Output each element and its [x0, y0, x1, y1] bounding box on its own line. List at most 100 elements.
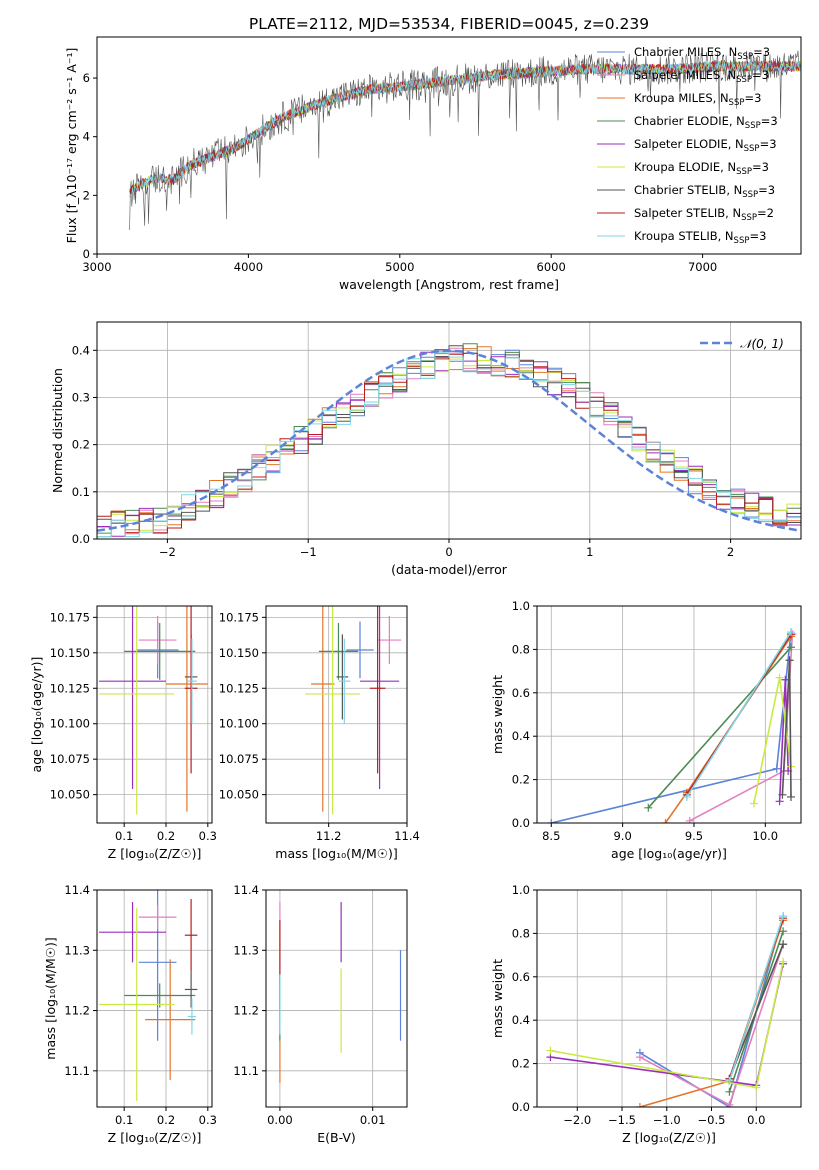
axes-frame — [96, 889, 213, 1108]
weight-marker — [775, 673, 784, 682]
panel-massweight_vs_age: 8.5 9.0 9.5 10.0 0.0 0.2 0.4 0.6 0.8 1.0 age [log₁… — [490, 599, 802, 861]
y-tick-label: 0.4 — [512, 1013, 530, 1027]
x-tick-label: 11.4 — [394, 829, 420, 843]
plot-area — [547, 628, 797, 823]
y-tick-label: 0.0 — [512, 1100, 530, 1114]
x-tick-label: 0.2 — [157, 829, 175, 843]
weight-marker — [785, 656, 794, 665]
weight-line — [728, 944, 784, 1080]
weight-marker — [787, 643, 796, 652]
y-axis-label: mass weight — [490, 959, 505, 1038]
plot-area — [279, 902, 402, 1083]
x-tick-label: 0.3 — [199, 1113, 217, 1127]
panel-massweight_vs_Z: −2.0 −1.5 −1.0 −0.5 0.0 0.0 0.2 0.4 0.6 0.8 1.0 Z [… — [490, 883, 802, 1145]
legend-name: Kroupa MILES, N — [634, 91, 729, 105]
x-tick-label: 11.2 — [316, 829, 342, 843]
y-tick-label: 0.0 — [72, 532, 90, 546]
legend-suffix: =3 — [752, 68, 769, 82]
panel-mass_vs_ebv: 0.00 0.01 11.1 11.2 11.3 11.4 E(B-V) — [233, 883, 408, 1145]
x-tick-label: 1 — [586, 545, 593, 559]
y-tick-label: 11.2 — [233, 1004, 259, 1018]
axes-frame — [96, 36, 802, 255]
weight-marker — [772, 764, 781, 773]
weight-line — [728, 915, 784, 1082]
panel-age_vs_mass: 11.2 11.4 10.050 10.075 10.100 10.125 10.150 10… — [219, 605, 420, 861]
x-tick-label: 0.1 — [115, 1113, 133, 1127]
panel-mass_vs_Z: 0.1 0.2 0.3 11.1 11.2 11.3 11.4 Z [log₁₀(Z/Z☉)]… — [43, 883, 217, 1145]
x-tick-label: −2.0 — [563, 1113, 591, 1127]
plot-area — [546, 912, 788, 1107]
weight-marker — [787, 792, 796, 801]
legend-subscript: SSP — [737, 52, 753, 62]
x-axis-label: E(B-V) — [317, 1130, 356, 1145]
weight-marker — [749, 799, 758, 808]
weight-marker — [775, 797, 784, 806]
histogram-step — [97, 352, 801, 539]
y-tick-label: 11.1 — [64, 1064, 90, 1078]
x-tick-label: 0.3 — [199, 829, 217, 843]
plot-area — [97, 343, 801, 539]
weight-marker — [644, 803, 653, 812]
legend-entry: Chabrier STELIB, NSSP=3 — [634, 183, 775, 200]
y-tick-label: 0.2 — [72, 438, 90, 452]
axes-frame — [536, 889, 802, 1108]
y-axis-label: mass weight — [490, 675, 505, 754]
legend-entry: 𝒩(0, 1) — [740, 337, 784, 351]
y-axis-label: mass [log₁₀(M/M☉)] — [43, 937, 58, 1059]
x-tick-label: −1 — [300, 545, 317, 559]
legend-name: Chabrier STELIB, N — [634, 183, 742, 197]
weight-marker — [725, 1076, 734, 1085]
x-tick-label: −1.5 — [608, 1113, 636, 1127]
axes-frame — [265, 889, 408, 1108]
weight-marker — [779, 912, 788, 921]
weight-marker — [661, 819, 670, 823]
x-axis-label: Z [log₁₀(Z/Z☉)] — [108, 1130, 202, 1145]
y-tick-label: 0.2 — [512, 773, 530, 787]
y-tick-label: 0.4 — [72, 343, 90, 357]
y-tick-label: 0.8 — [512, 642, 530, 656]
legend-subscript: SSP — [742, 190, 758, 200]
x-tick-label: −1.0 — [653, 1113, 681, 1127]
weight-marker — [546, 1046, 555, 1055]
x-tick-label: 10.0 — [753, 829, 779, 843]
y-tick-label: 11.4 — [64, 883, 90, 897]
x-tick-label: 8.5 — [542, 829, 560, 843]
x-tick-label: 0.01 — [360, 1113, 386, 1127]
y-tick-label: 0.6 — [512, 970, 530, 984]
y-tick-label: 1.0 — [512, 883, 530, 897]
panel-residual_hist: −2 −1 0 1 2 0.0 0.1 0.2 0.3 0.4 (data-model)/error… — [50, 321, 802, 577]
legend-entry: Chabrier ELODIE, NSSP=3 — [634, 114, 778, 131]
legend-subscript: SSP — [741, 213, 757, 223]
y-tick-label: 1.0 — [512, 599, 530, 613]
y-tick-label: 0.4 — [512, 729, 530, 743]
x-axis-label: Z [log₁₀(Z/Z☉)] — [108, 846, 202, 861]
legend-subscript: SSP — [729, 98, 745, 108]
legend-name: Chabrier ELODIE, N — [634, 114, 745, 128]
axes-frame — [96, 605, 213, 824]
y-tick-label: 10.150 — [50, 646, 90, 660]
legend-subscript: SSP — [736, 167, 752, 177]
x-tick-label: 0 — [445, 545, 452, 559]
y-tick-label: 10.150 — [219, 646, 259, 660]
x-tick-label: 5000 — [385, 260, 414, 274]
axes-frame — [265, 605, 408, 824]
legend-suffix: =3 — [744, 91, 761, 105]
panel-age_vs_Z: 0.1 0.2 0.3 10.050 10.075 10.100 10.125 10.150 1… — [29, 605, 217, 861]
weight-marker — [787, 628, 796, 637]
plot-area — [129, 50, 801, 231]
legend-name: Salpeter ELODIE, N — [634, 137, 744, 151]
weight-marker — [685, 816, 694, 823]
legend-name: Salpeter MILES, N — [634, 68, 736, 82]
weight-marker — [779, 940, 788, 949]
plot-area — [305, 606, 402, 815]
weight-marker — [778, 790, 787, 799]
legend-suffix: =3 — [761, 114, 778, 128]
legend-name: Kroupa STELIB, N — [634, 229, 734, 243]
y-tick-label: 0.1 — [72, 485, 90, 499]
x-axis-label: age [log₁₀(age/yr)] — [611, 846, 727, 861]
axes-frame — [536, 605, 802, 824]
plot-area — [99, 890, 198, 1101]
legend-name: Salpeter STELIB, N — [634, 206, 741, 220]
